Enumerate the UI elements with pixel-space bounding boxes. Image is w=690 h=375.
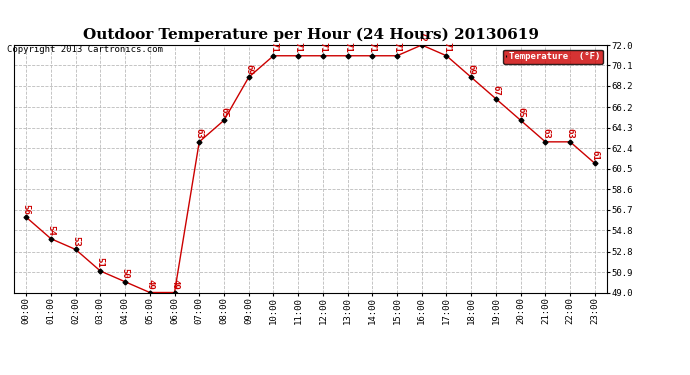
Text: 69: 69 bbox=[466, 64, 475, 75]
Text: 56: 56 bbox=[21, 204, 30, 214]
Text: 51: 51 bbox=[96, 258, 105, 268]
Text: 71: 71 bbox=[393, 42, 402, 53]
Text: 63: 63 bbox=[566, 128, 575, 139]
Text: 71: 71 bbox=[368, 42, 377, 53]
Title: Outdoor Temperature per Hour (24 Hours) 20130619: Outdoor Temperature per Hour (24 Hours) … bbox=[83, 28, 538, 42]
Text: 50: 50 bbox=[121, 268, 130, 279]
Text: 61: 61 bbox=[591, 150, 600, 160]
Text: 67: 67 bbox=[491, 85, 500, 96]
Text: 53: 53 bbox=[71, 236, 80, 247]
Text: 65: 65 bbox=[219, 107, 228, 117]
Text: 49: 49 bbox=[146, 279, 155, 290]
Text: 65: 65 bbox=[516, 107, 525, 117]
Text: 71: 71 bbox=[343, 42, 352, 53]
Text: 72: 72 bbox=[417, 32, 426, 42]
Text: Copyright 2013 Cartronics.com: Copyright 2013 Cartronics.com bbox=[7, 45, 163, 54]
Text: 63: 63 bbox=[541, 128, 550, 139]
Text: 71: 71 bbox=[442, 42, 451, 53]
Text: 69: 69 bbox=[244, 64, 253, 75]
Text: 71: 71 bbox=[294, 42, 303, 53]
Text: 63: 63 bbox=[195, 128, 204, 139]
Legend: Temperature  (°F): Temperature (°F) bbox=[503, 50, 602, 64]
Text: 49: 49 bbox=[170, 279, 179, 290]
Text: 71: 71 bbox=[318, 42, 327, 53]
Text: 71: 71 bbox=[269, 42, 278, 53]
Text: 54: 54 bbox=[46, 225, 55, 236]
